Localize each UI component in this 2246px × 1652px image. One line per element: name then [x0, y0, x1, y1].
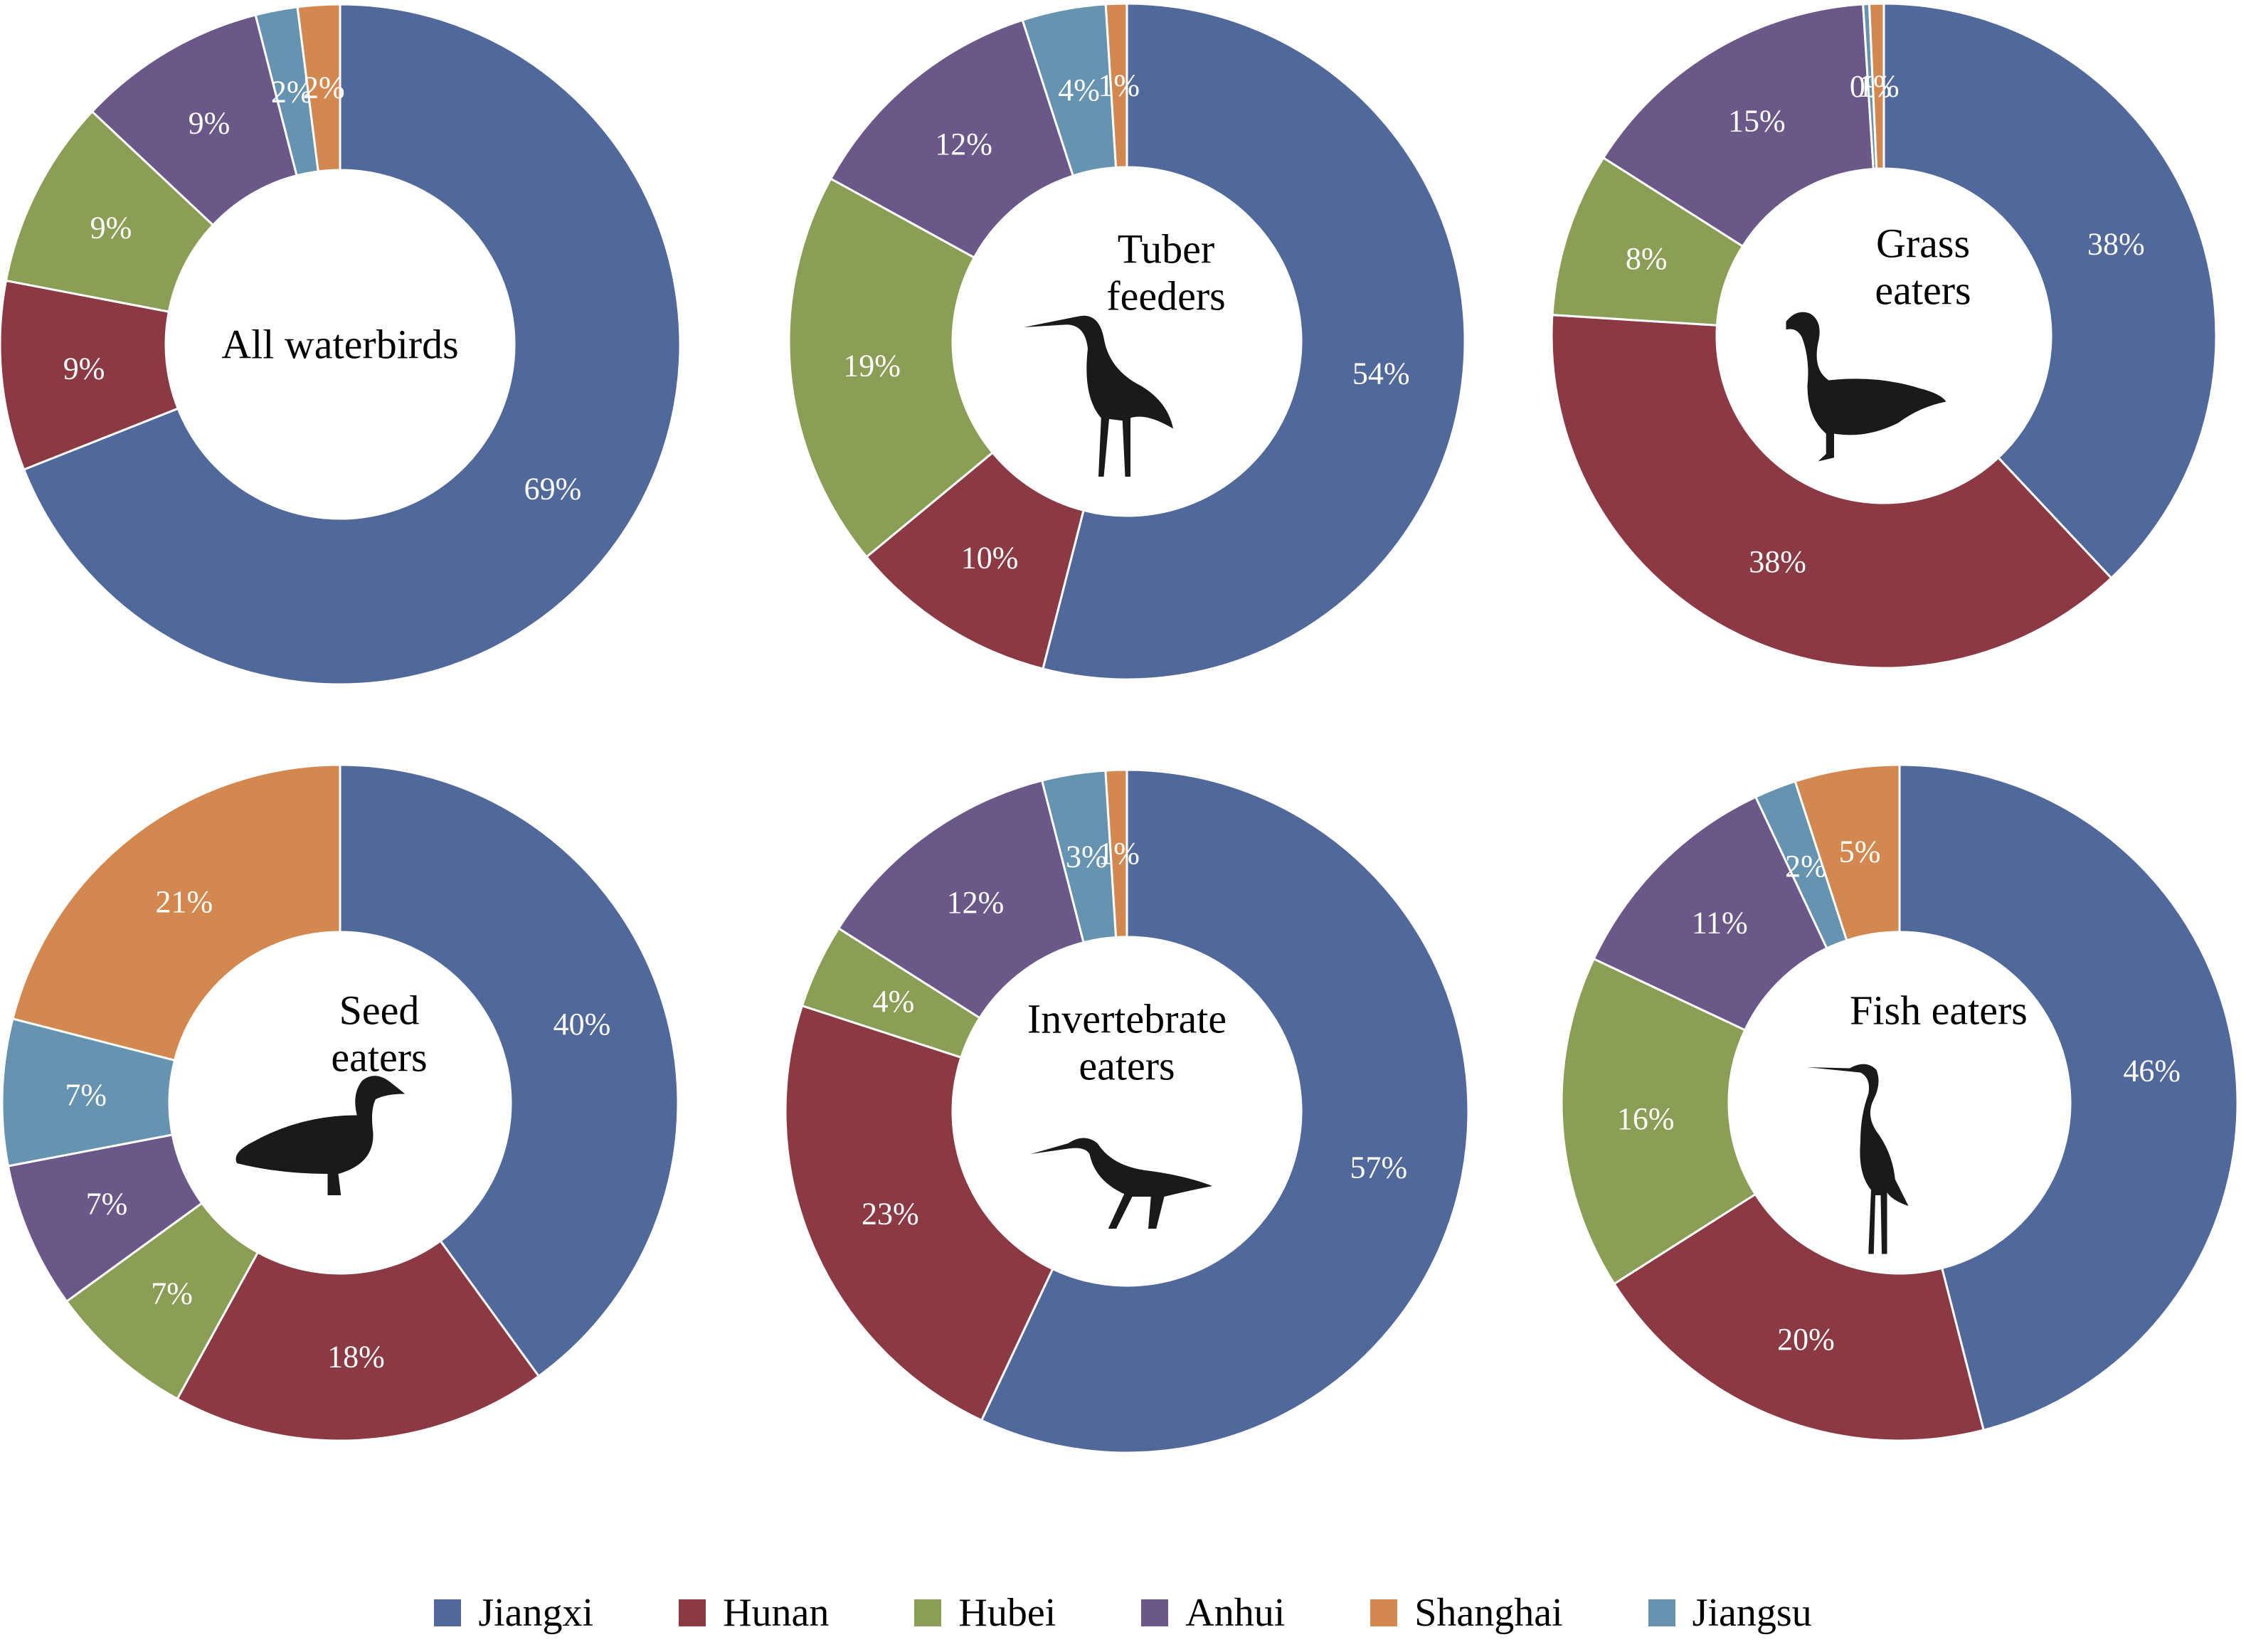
goose-icon [1786, 312, 1946, 462]
donut-chart-6: 46%20%16%11%2% 5%Fish eaters [1560, 763, 2239, 1442]
slice-hunan [1550, 314, 2113, 669]
slice-hunan [864, 451, 1085, 670]
slice-hubei [1560, 957, 1757, 1286]
duck-icon [235, 1076, 406, 1195]
chart-title-line: All waterbirds [221, 322, 458, 368]
chart-title-line: Fish eaters [1850, 988, 2028, 1034]
slice-label-shanghai: 1% [1858, 69, 1900, 104]
slice-anhui [1601, 3, 1875, 248]
slice-label-hubei: 7% [151, 1276, 193, 1311]
slice-label-jiangxi: 46% [2123, 1054, 2181, 1089]
slice-label-jiangsu: 7% [65, 1077, 107, 1112]
slice-label-jiangxi: 54% [1352, 356, 1410, 391]
slice-label-hubei: 4% [873, 984, 915, 1019]
slice-label-hubei: 19% [843, 348, 901, 383]
crane-icon [1024, 315, 1173, 477]
slice-label-jiangxi: 38% [2087, 226, 2145, 261]
chart-title-line: Grass [1876, 221, 1970, 267]
legend-item-jiangxi: Jiangxi [434, 1590, 593, 1636]
slice-label-hunan: 18% [327, 1339, 385, 1374]
slice-label-hunan: 9% [63, 351, 105, 386]
slice-label-shanghai: 2% [303, 70, 345, 105]
slice-label-hunan: 10% [961, 540, 1019, 575]
slice-label-hunan: 20% [1777, 1322, 1835, 1357]
legend-label-hubei: Hubei [958, 1591, 1056, 1635]
slice-label-anhui: 12% [947, 885, 1005, 920]
slice-label-jiangxi: 69% [524, 472, 582, 507]
slice-label-shanghai: 21% [156, 884, 213, 919]
legend-item-shanghai: Shanghai [1370, 1590, 1563, 1636]
slice-shanghai [1868, 2, 1885, 170]
slice-label-hunan: 23% [862, 1196, 919, 1231]
legend-label-shanghai: Shanghai [1414, 1591, 1563, 1635]
legend-item-hubei: Hubei [914, 1590, 1056, 1636]
slice-label-anhui: 7% [86, 1186, 128, 1221]
legend-swatch-anhui [1141, 1599, 1169, 1626]
slice-jiangxi [980, 768, 1470, 1454]
slice-jiangxi [1042, 2, 1466, 681]
chart-title-line: eaters [1079, 1043, 1175, 1089]
slice-jiangxi [1882, 2, 2218, 580]
slice-label-hubei: 16% [1617, 1101, 1675, 1136]
slice-label-anhui: 15% [1728, 103, 1786, 138]
slice-label-shanghai: 5% [1839, 834, 1881, 869]
slice-shanghai [1104, 2, 1128, 169]
slice-hunan [176, 1239, 541, 1442]
slice-hunan [1612, 1192, 1985, 1442]
slice-anhui [829, 18, 1075, 260]
slice-hubei [788, 177, 995, 558]
legend-label-jiangxi: Jiangxi [478, 1591, 594, 1635]
slice-shanghai [1794, 763, 1901, 942]
slice-shanghai [1104, 768, 1128, 939]
slice-label-hubei: 8% [1626, 241, 1668, 276]
slice-shanghai [296, 3, 341, 173]
chart-legend: Jiangxi Hunan Hubei Anhui Shanghai Jiang… [0, 1588, 2246, 1638]
chart-title-line: eaters [1875, 268, 1971, 314]
heron-icon [1807, 1064, 1909, 1254]
wader-icon [1031, 1138, 1212, 1229]
slice-jiangxi [1898, 763, 2239, 1431]
slice-label-shanghai: 1% [1098, 68, 1140, 103]
slice-jiangxi [22, 3, 682, 686]
slice-label-anhui: 11% [1692, 906, 1748, 941]
slice-label-hubei: 9% [90, 210, 132, 245]
legend-item-jiangsu: Jiangsu [1648, 1590, 1812, 1636]
slice-label-jiangsu: 3% [1066, 839, 1108, 874]
legend-swatch-hunan [679, 1599, 706, 1626]
slice-jiangxi [339, 763, 679, 1378]
slice-label-anhui: 9% [189, 105, 231, 140]
chart-title-line: feeders [1106, 273, 1225, 319]
slice-label-jiangxi: 57% [1350, 1150, 1407, 1185]
legend-item-hunan: Hunan [679, 1590, 829, 1636]
donut-chart-1: 69%9%9%9%2%2%All waterbirds [0, 3, 682, 686]
slice-anhui [837, 779, 1085, 1020]
slice-label-jiangxi: 40% [553, 1007, 611, 1042]
legend-swatch-shanghai [1370, 1599, 1398, 1626]
legend-label-anhui: Anhui [1185, 1591, 1286, 1635]
slice-label-jiangsu: 4% [1058, 73, 1100, 107]
slice-label-shanghai: 1% [1098, 836, 1140, 871]
chart-title-line: eaters [331, 1034, 427, 1081]
slice-hunan [784, 1004, 1054, 1422]
legend-swatch-jiangsu [1648, 1599, 1675, 1626]
chart-title-line: Invertebrate [1027, 996, 1227, 1042]
slice-shanghai [11, 763, 341, 1062]
legend-label-hunan: Hunan [723, 1591, 830, 1635]
chart-title-line: Seed [339, 988, 420, 1034]
legend-item-anhui: Anhui [1141, 1590, 1285, 1636]
chart-title-line: Tuber [1118, 226, 1214, 272]
legend-label-jiangsu: Jiangsu [1692, 1591, 1812, 1635]
slice-label-hunan: 38% [1749, 544, 1806, 579]
legend-swatch-hubei [914, 1599, 942, 1626]
slice-anhui [1592, 795, 1828, 1032]
legend-swatch-jiangxi [434, 1599, 462, 1626]
slice-label-anhui: 12% [935, 127, 992, 162]
